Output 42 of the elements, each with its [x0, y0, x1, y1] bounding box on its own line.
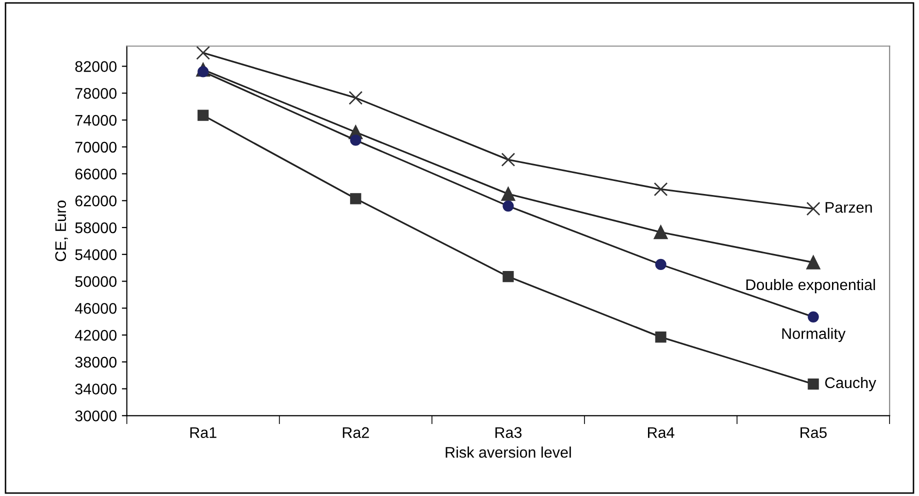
point: [655, 258, 666, 270]
x-tick-label: Ra5: [800, 427, 827, 438]
point: [348, 90, 363, 105]
y-axis-title: CE, Euro: [55, 200, 68, 262]
series-label: Cauchy: [825, 376, 876, 392]
y-tick-label: 38000: [75, 356, 117, 368]
point: [502, 200, 514, 212]
y-tick-label: 42000: [74, 330, 117, 341]
x-tick-label: Ra4: [648, 427, 674, 438]
x-tick-label: Ra1: [190, 427, 216, 438]
point: [502, 271, 514, 282]
point: [808, 378, 819, 390]
y-tick-label: 74000: [75, 114, 117, 126]
point: [350, 193, 362, 204]
y-tick-label: 82000: [75, 61, 117, 72]
y-tick-label: 78000: [75, 88, 117, 99]
y-tick-label: 30000: [75, 410, 117, 422]
y-tick-label: 70000: [75, 142, 117, 153]
series-label: Parzen: [826, 202, 872, 213]
point: [501, 186, 516, 201]
series-label: Double exponential: [746, 278, 875, 294]
point: [350, 134, 362, 146]
x-tick-label: Ra2: [342, 427, 369, 438]
series-label: Normality: [782, 328, 846, 342]
y-tick-label: 58000: [75, 222, 117, 234]
point: [806, 256, 820, 270]
point: [654, 225, 668, 240]
point: [654, 182, 668, 196]
y-tick-label: 66000: [75, 168, 117, 180]
point: [655, 331, 666, 343]
point: [806, 202, 820, 216]
y-tick-label: 62000: [75, 196, 117, 206]
y-tick-label: 46000: [74, 303, 117, 314]
x-axis-title: Risk aversion level: [446, 446, 571, 458]
point: [808, 311, 819, 322]
point: [198, 110, 209, 121]
y-tick-label: 54000: [75, 249, 117, 260]
y-tick-label: 34000: [75, 384, 117, 394]
point: [501, 152, 516, 167]
point: [196, 46, 210, 60]
y-tick-label: 50000: [75, 276, 117, 287]
x-tick-label: Ra3: [495, 427, 522, 438]
